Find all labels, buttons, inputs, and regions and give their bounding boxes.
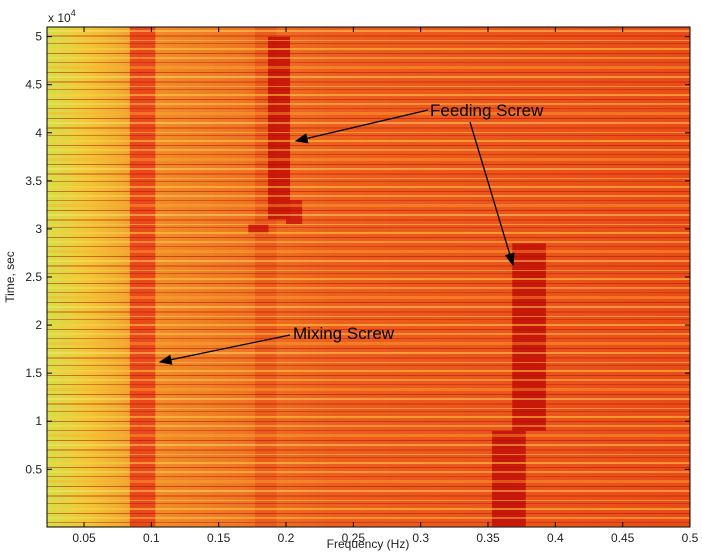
y-multiplier: x 104 (48, 8, 76, 25)
annotation-arrow (158, 334, 291, 365)
x-tick-label: 0.25 (342, 531, 366, 545)
y-tick-label: 3.5 (25, 174, 42, 188)
y-tick-label: 2.5 (25, 270, 42, 284)
y-tick-label: 5 (35, 30, 42, 44)
x-tick-label: 0.2 (278, 531, 295, 545)
annotation: Mixing Screw (293, 324, 395, 343)
overlay: x 104 Frequency (Hz) Time, sec Feeding S… (3, 8, 699, 551)
y-axis-label: Time, sec (3, 251, 17, 303)
annotation: Feeding Screw (430, 101, 544, 120)
annotation-arrow (294, 109, 429, 144)
x-tick-label: 0.5 (682, 531, 699, 545)
x-tick-label: 0.05 (72, 531, 96, 545)
x-tick-label: 0.15 (207, 531, 231, 545)
y-tick-label: 4.5 (25, 78, 42, 92)
x-tick-label: 0.35 (476, 531, 500, 545)
x-tick-label: 0.1 (143, 531, 160, 545)
y-tick-label: 3 (35, 222, 42, 236)
annotation-arrow (469, 121, 515, 267)
x-tick-label: 0.45 (611, 531, 635, 545)
y-tick-label: 0.5 (25, 462, 42, 476)
y-tick-label: 1.5 (25, 366, 42, 380)
y-tick-label: 4 (35, 126, 42, 140)
x-axis-label: Frequency (Hz) (327, 537, 410, 551)
spectrogram-texture (47, 27, 690, 527)
x-tick-label: 0.4 (547, 531, 564, 545)
y-tick-label: 1 (35, 414, 42, 428)
x-tick-label: 0.3 (412, 531, 429, 545)
y-tick-label: 2 (35, 318, 42, 332)
plot-area (47, 27, 690, 527)
